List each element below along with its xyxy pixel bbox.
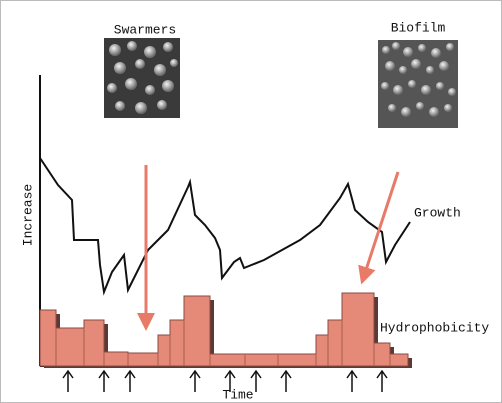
figure: Swarmers Biofilm Growth Hydrophobicity T… (0, 0, 502, 403)
biofilm-image (378, 40, 458, 128)
y-axis-label: Increase (20, 184, 35, 246)
hydrophobicity-label: Hydrophobicity (380, 320, 489, 335)
swarmers-label: Swarmers (114, 22, 176, 37)
growth-label: Growth (414, 205, 461, 220)
swarmers-image (104, 38, 180, 118)
x-axis-label: Time (222, 387, 253, 402)
biofilm-label: Biofilm (391, 20, 446, 35)
